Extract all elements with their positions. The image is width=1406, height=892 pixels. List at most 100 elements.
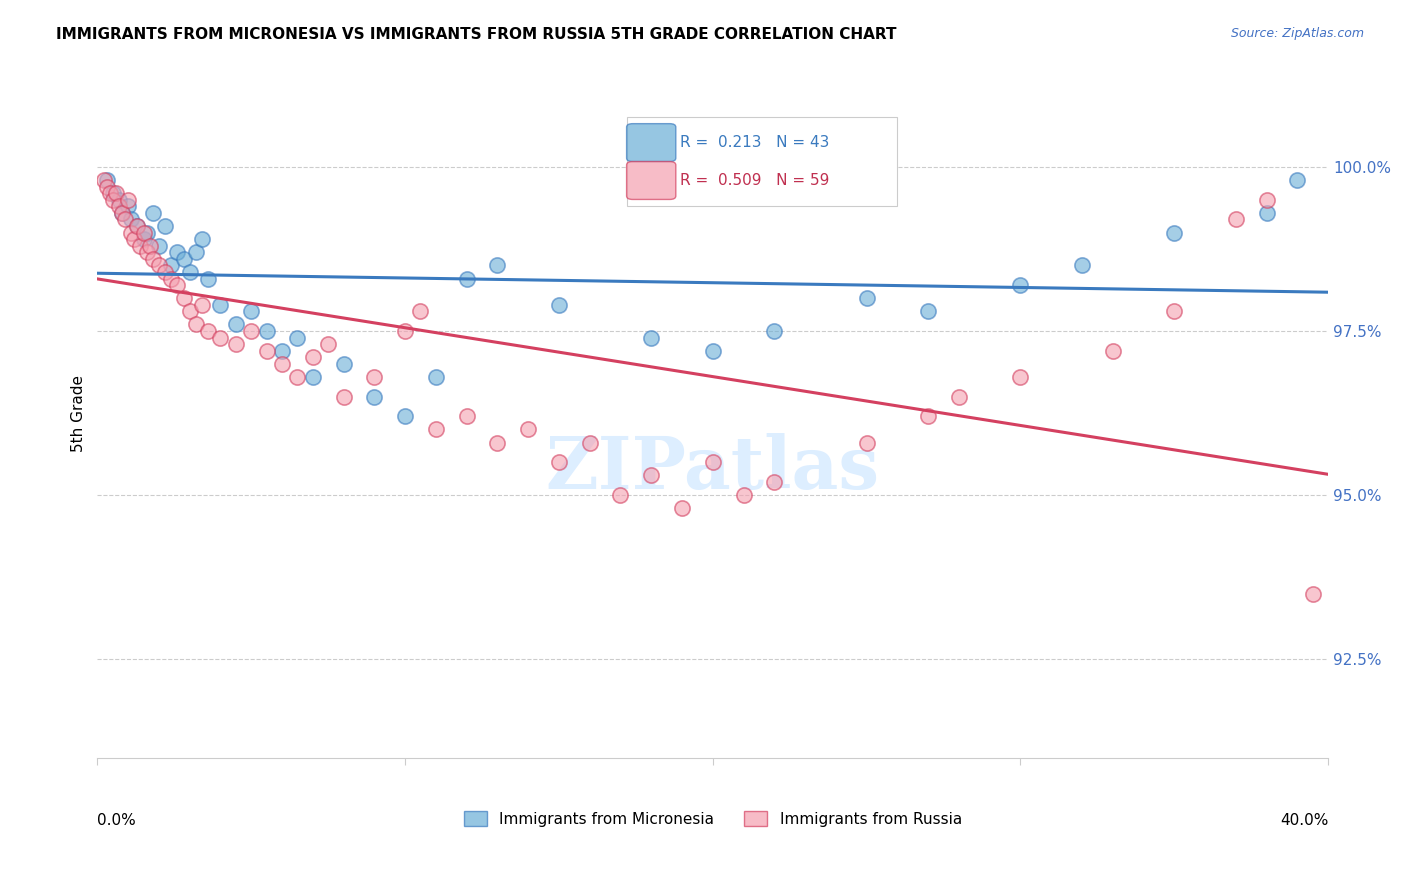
Point <box>316 337 339 351</box>
Point <box>1101 343 1123 358</box>
Point <box>104 186 127 201</box>
Point <box>166 245 188 260</box>
Point <box>1302 586 1324 600</box>
Point <box>124 232 146 246</box>
Point <box>225 318 247 332</box>
Point <box>855 291 877 305</box>
Point <box>1163 226 1185 240</box>
Legend: Immigrants from Micronesia, Immigrants from Russia: Immigrants from Micronesia, Immigrants f… <box>457 805 967 832</box>
Point <box>160 271 183 285</box>
Point <box>548 298 571 312</box>
Point <box>1225 212 1247 227</box>
Point <box>132 226 155 240</box>
Text: R =  0.509   N = 59: R = 0.509 N = 59 <box>679 173 830 187</box>
Point <box>1010 278 1032 293</box>
Point <box>285 370 308 384</box>
Point <box>917 304 939 318</box>
Point <box>1286 173 1309 187</box>
Point <box>609 488 631 502</box>
Point <box>129 238 152 252</box>
Point <box>256 324 278 338</box>
Point <box>191 232 214 246</box>
Point <box>135 245 157 260</box>
Point <box>486 435 509 450</box>
Point <box>671 501 693 516</box>
Point <box>179 265 201 279</box>
Point <box>240 324 263 338</box>
Point <box>127 219 149 233</box>
Point <box>855 435 877 450</box>
Point <box>148 238 170 252</box>
Text: IMMIGRANTS FROM MICRONESIA VS IMMIGRANTS FROM RUSSIA 5TH GRADE CORRELATION CHART: IMMIGRANTS FROM MICRONESIA VS IMMIGRANTS… <box>56 27 897 42</box>
Point <box>578 435 600 450</box>
FancyBboxPatch shape <box>627 161 676 200</box>
Point <box>640 468 662 483</box>
Point <box>96 179 118 194</box>
Point <box>640 330 662 344</box>
Point <box>517 422 540 436</box>
Point <box>702 455 724 469</box>
Point <box>425 370 447 384</box>
Point <box>301 370 323 384</box>
Point <box>332 390 354 404</box>
FancyBboxPatch shape <box>627 124 676 161</box>
Point <box>394 324 416 338</box>
Point <box>108 199 131 213</box>
Point <box>456 409 478 424</box>
Point <box>763 324 786 338</box>
Text: R =  0.213   N = 43: R = 0.213 N = 43 <box>679 135 830 150</box>
Point <box>179 304 201 318</box>
Point <box>120 212 142 227</box>
Point <box>173 252 195 266</box>
Point <box>184 318 207 332</box>
Point <box>425 422 447 436</box>
Point <box>763 475 786 489</box>
Point <box>256 343 278 358</box>
Point <box>1071 259 1094 273</box>
Point <box>486 259 509 273</box>
Y-axis label: 5th Grade: 5th Grade <box>72 375 86 451</box>
Point <box>96 173 118 187</box>
Point <box>197 324 219 338</box>
Point <box>160 259 183 273</box>
Point <box>1010 370 1032 384</box>
Point <box>191 298 214 312</box>
Point <box>166 278 188 293</box>
Point <box>101 193 124 207</box>
Point <box>948 390 970 404</box>
Point <box>240 304 263 318</box>
Point <box>135 226 157 240</box>
Point <box>1256 193 1278 207</box>
Point <box>271 357 294 371</box>
Point <box>301 351 323 365</box>
Point <box>394 409 416 424</box>
Point <box>363 390 385 404</box>
Point <box>142 206 165 220</box>
Point <box>117 199 139 213</box>
Point <box>111 206 134 220</box>
Point <box>93 173 115 187</box>
Point <box>111 206 134 220</box>
Point <box>209 330 232 344</box>
Text: 40.0%: 40.0% <box>1279 813 1329 828</box>
Point <box>184 245 207 260</box>
Text: Source: ZipAtlas.com: Source: ZipAtlas.com <box>1230 27 1364 40</box>
Point <box>363 370 385 384</box>
Point <box>409 304 432 318</box>
Point <box>733 488 755 502</box>
Point <box>117 193 139 207</box>
Point <box>225 337 247 351</box>
Point <box>127 219 149 233</box>
Point <box>271 343 294 358</box>
Point <box>142 252 165 266</box>
Point <box>1256 206 1278 220</box>
Point <box>108 193 131 207</box>
Point <box>101 186 124 201</box>
Point <box>548 455 571 469</box>
Point <box>285 330 308 344</box>
Point <box>456 271 478 285</box>
Point <box>209 298 232 312</box>
Point <box>153 265 176 279</box>
Point <box>332 357 354 371</box>
Point <box>114 212 136 227</box>
